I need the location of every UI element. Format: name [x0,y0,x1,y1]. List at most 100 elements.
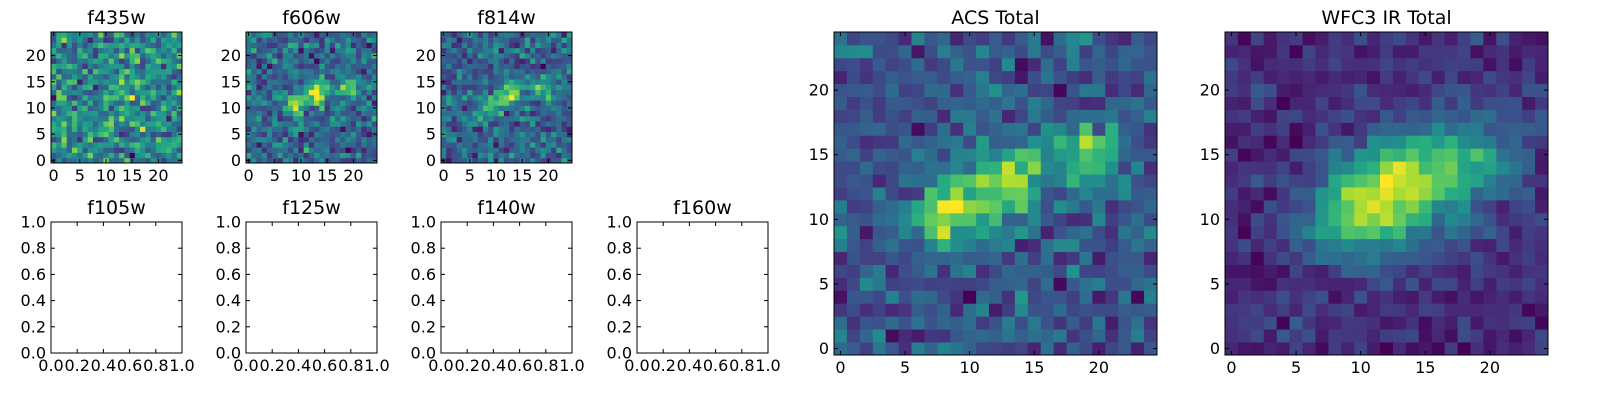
pixel-cell [71,100,78,106]
pixel-cell [911,96,925,110]
pixel-cell [834,57,848,72]
pixel-cell [324,152,331,159]
panel-title: f606w [282,7,341,29]
pixel-cell [498,136,505,143]
pixel-cell [535,84,541,91]
pixel-cell [1263,83,1278,97]
pixel-cell [1431,277,1446,291]
pixel-cell [1535,225,1549,240]
pixel-cell [87,147,94,153]
pixel-cell [145,32,151,38]
pixel-cell [314,32,320,38]
pixel-cell [266,73,273,80]
pixel-cell [261,84,268,91]
pixel-cell [461,84,468,91]
pixel-cell [1289,199,1303,214]
pixel-cell [335,73,341,80]
pixel-cell [834,316,848,330]
pixel-cell [282,121,289,127]
pixel-cell [493,84,500,91]
pixel-cell [911,199,925,214]
pixel-cell [176,100,183,106]
pixel-cell [1431,238,1446,253]
pixel-cell [246,89,252,96]
pixel-cell [1276,57,1290,72]
pixel-cell [108,84,115,91]
pixel-cell [61,37,68,43]
pixel-cell [77,58,83,64]
pixel-cell [514,32,520,38]
pixel-cell [1496,251,1510,265]
pixel-cell [1418,277,1433,291]
pixel-cell [1001,57,1016,72]
pixel-cell [514,47,520,54]
pixel-cell [1289,83,1303,97]
pixel-cell [467,89,473,96]
x-tick-label: 0.0 [233,356,258,375]
pixel-cell [493,100,500,106]
pixel-cell [251,32,257,38]
pixel-cell [937,329,951,343]
pixel-cell [1001,83,1016,97]
pixel-cell [488,84,494,91]
pixel-cell [1470,83,1484,97]
pixel-cell [545,68,552,75]
pixel-cell [1328,32,1342,46]
pixel-cell [371,121,378,127]
pixel-cell [540,63,547,70]
pixel-cell [530,58,536,64]
y-tick-label: 0.4 [21,291,46,310]
pixel-cell [1079,264,1093,278]
pixel-cell [456,115,463,122]
pixel-cell [356,47,362,54]
pixel-cell [293,126,299,132]
pixel-cell [1328,187,1342,201]
pixel-cell [1225,57,1239,72]
pixel-cell [461,94,468,101]
pixel-cell [150,121,157,127]
pixel-cell [129,142,136,148]
pixel-cell [345,105,352,111]
pixel-cell [834,199,848,214]
pixel-cell [976,96,990,110]
pixel-cell [277,157,284,164]
pixel-cell [498,157,505,164]
pixel-cell [98,58,104,64]
pixel-cell [308,105,315,111]
pixel-cell [61,52,68,59]
pixel-cell [1444,329,1458,343]
pixel-cell [166,58,172,64]
pixel-cell [446,121,452,127]
pixel-cell [103,52,110,59]
x-tick-label: 0.4 [481,356,506,375]
pixel-cell [911,161,925,175]
pixel-cell [161,32,167,38]
pixel-cell [1302,57,1316,72]
pixel-cell [1328,148,1342,162]
pixel-cell [293,94,299,101]
pixel-cell [77,115,83,122]
pixel-cell [361,105,367,111]
pixel-cell [335,68,341,75]
pixel-cell [834,32,848,46]
pixel-cell [441,73,447,80]
pixel-cell [540,94,547,101]
pixel-cell [266,37,273,43]
pixel-cell [885,32,899,46]
pixel-cell [319,94,325,101]
pixel-cell [1250,32,1265,46]
pixel-cell [446,68,452,75]
pixel-cell [155,110,162,117]
image-cells [51,32,183,164]
pixel-cell [161,37,167,43]
pixel-cell [1418,303,1433,317]
pixel-cell [356,142,362,148]
pixel-cell [277,37,284,43]
pixel-cell [1144,148,1158,162]
pixel-cell [171,152,178,159]
pixel-cell [1263,342,1278,356]
pixel-cell [461,147,468,153]
pixel-cell [345,100,352,106]
pixel-cell [303,79,310,85]
pixel-cell [472,121,479,127]
